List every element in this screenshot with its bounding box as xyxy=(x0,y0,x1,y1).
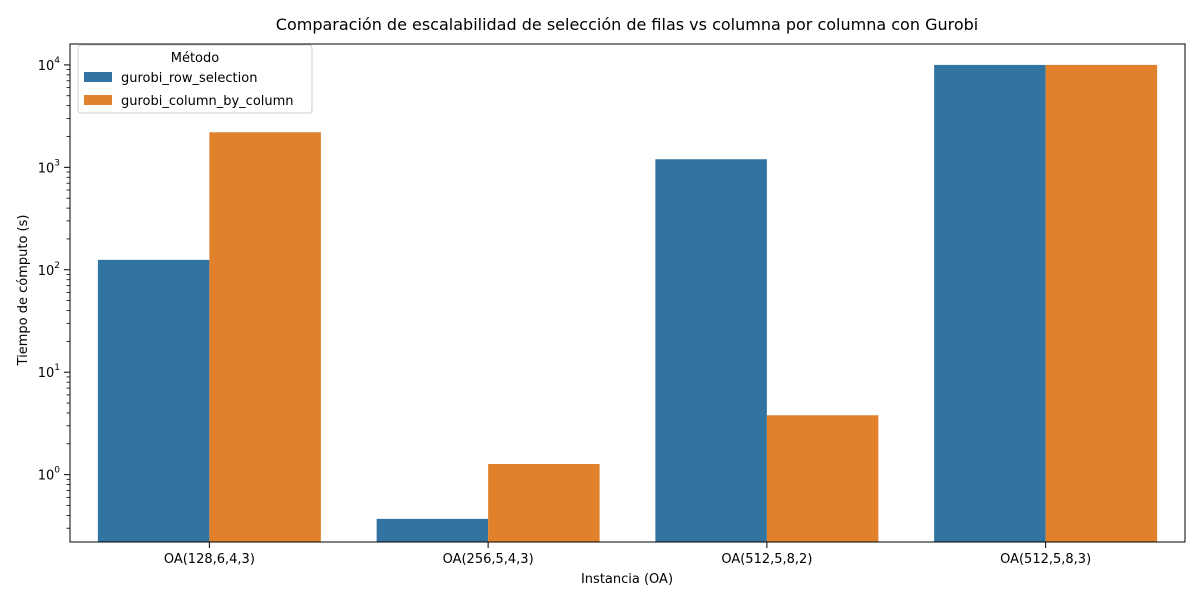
legend-box xyxy=(77,44,313,114)
y-axis: 100 101 102 103 104 xyxy=(38,56,70,529)
x-tick-label-2: OA(512,5,8,2) xyxy=(721,552,812,567)
bar-gurobi_column_by_column-1 xyxy=(488,464,600,542)
y-tick-label-0: 100 xyxy=(38,466,61,484)
bar-gurobi_row_selection-3 xyxy=(934,64,1046,543)
bars-group xyxy=(97,64,1158,543)
y-tick-label-2: 102 xyxy=(38,261,60,279)
x-tick-label-1: OA(256,5,4,3) xyxy=(443,552,534,567)
y-axis-label: Tiempo de cómputo (s) xyxy=(16,215,31,367)
legend-items: gurobi_row_selection gurobi_column_by_col… xyxy=(84,71,294,109)
plot-frame xyxy=(69,43,1186,543)
y-tick-label-4: 104 xyxy=(38,56,61,74)
legend-swatch-1 xyxy=(84,95,112,105)
x-axis-label: Instancia (OA) xyxy=(581,572,673,587)
x-tick-label-3: OA(512,5,8,3) xyxy=(1000,552,1091,567)
chart-title: Comparación de escalabilidad de selecció… xyxy=(276,15,978,34)
bar-gurobi_row_selection-0 xyxy=(97,259,210,542)
legend-label-1: gurobi_column_by_column xyxy=(121,94,294,109)
bar-gurobi_column_by_column-3 xyxy=(1045,64,1158,543)
legend-title: Método xyxy=(171,51,220,66)
bar-gurobi_column_by_column-0 xyxy=(209,132,321,543)
bar-gurobi_column_by_column-2 xyxy=(766,415,879,542)
bar-gurobi_row_selection-1 xyxy=(376,518,489,542)
legend-swatch-0 xyxy=(84,72,112,82)
bar-gurobi_row_selection-2 xyxy=(655,159,767,542)
legend: Método gurobi_row_selection gurobi_column… xyxy=(77,44,313,114)
legend-label-0: gurobi_row_selection xyxy=(121,71,257,86)
y-tick-label-1: 101 xyxy=(38,363,60,381)
x-tick-label-0: OA(128,6,4,3) xyxy=(164,552,255,567)
x-axis: OA(128,6,4,3) OA(256,5,4,3) OA(512,5,8,2) O… xyxy=(164,542,1091,567)
y-tick-label-3: 103 xyxy=(38,158,60,176)
